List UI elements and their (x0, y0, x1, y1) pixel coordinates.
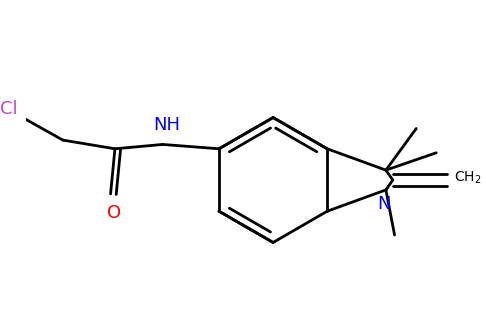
Text: Cl: Cl (0, 100, 18, 118)
Text: N: N (378, 195, 391, 213)
Text: NH: NH (154, 116, 180, 134)
Text: O: O (107, 204, 121, 222)
Text: $\mathdefault{CH_2}$: $\mathdefault{CH_2}$ (453, 170, 481, 186)
